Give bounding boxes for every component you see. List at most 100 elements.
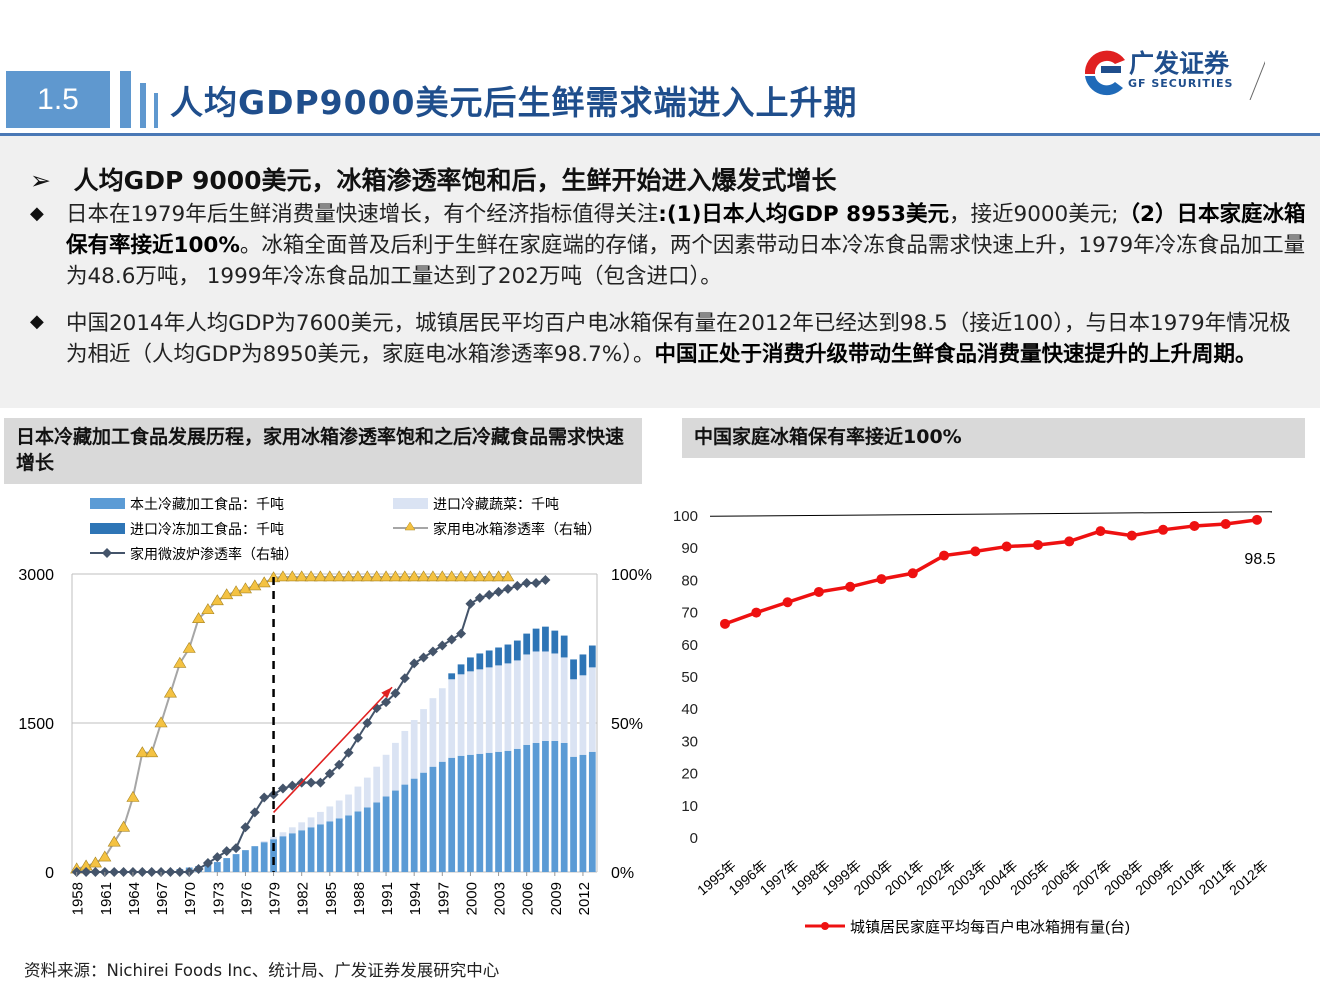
bar-domestic (420, 772, 427, 872)
point-microwave (512, 580, 523, 591)
bar-imported-frozen (467, 657, 474, 672)
point-microwave (409, 658, 420, 669)
point-fridge (454, 570, 468, 582)
bar-domestic (401, 784, 409, 872)
end-value-label: 98.5 (1244, 551, 1275, 568)
point-microwave (146, 867, 157, 877)
point-microwave (465, 598, 476, 609)
bar-imported-frozen (588, 645, 596, 668)
bar-domestic (532, 742, 540, 872)
bar-imported-frozen (532, 628, 540, 652)
point-microwave (493, 586, 504, 597)
bar-domestic (326, 821, 334, 872)
point-microwave (259, 792, 270, 803)
slide-title: 人均GDP9000美元后生鲜需求端进入上升期 (170, 83, 858, 122)
point-microwave (212, 852, 223, 863)
bar-imported-veg (317, 811, 324, 825)
headline-text: 人均GDP 9000美元，冰箱渗透率饱和后，生鲜开始进入爆发式增长 (73, 166, 837, 195)
reference-line-100 (709, 511, 1273, 517)
point-fridge (332, 570, 346, 582)
bar-domestic (504, 750, 512, 872)
section-number-badge: 1.5 (6, 71, 110, 128)
y-right-tick-label: 100% (611, 567, 652, 584)
bar-imported-veg (307, 817, 315, 828)
left-panel-title: 日本冷藏加工食品发展历程，家用冰箱渗透率饱和之后冷藏食品需求快速增长 (4, 418, 642, 484)
x-tick-label: 2000 (463, 882, 480, 915)
bar-domestic (485, 752, 493, 872)
bar-imported-veg (448, 679, 456, 758)
point-microwave (277, 783, 288, 794)
legend-label-imported-frozen: 进口冷冻加工食品：千吨 (130, 521, 284, 537)
bar-imported-veg (467, 671, 474, 755)
point-fridge (417, 570, 431, 582)
bar-domestic (579, 754, 587, 872)
x-tick-label: 2003 (492, 882, 509, 915)
bar-imported-frozen (579, 654, 587, 676)
trend-arrow-head (381, 687, 393, 699)
x-tick-label: 1973 (210, 882, 227, 915)
x-tick-label: 1967 (154, 882, 171, 915)
bar-imported-veg (542, 651, 549, 741)
bar-imported-veg (513, 660, 521, 749)
x-tick-label: 1982 (295, 882, 312, 915)
bar-imported-veg (392, 742, 399, 791)
company-logo (1084, 50, 1265, 100)
y-tick-label: 70 (681, 605, 698, 622)
point-china-fridge (1126, 530, 1137, 541)
x-tick-label: 1988 (351, 882, 368, 915)
point-microwave (371, 703, 382, 714)
bar-imported-veg (570, 679, 577, 757)
point-microwave (81, 867, 92, 877)
bar-imported-veg (363, 777, 371, 808)
bar-domestic (298, 830, 306, 872)
bar-domestic (560, 742, 568, 872)
point-fridge (445, 570, 459, 582)
y-tick-label: 20 (681, 766, 698, 783)
bar-imported-veg (354, 786, 362, 812)
bar-imported-veg (326, 806, 334, 822)
bar-imported-veg (551, 653, 559, 741)
point-fridge (238, 582, 252, 594)
point-microwave (437, 640, 448, 651)
x-tick-label: 1991 (379, 882, 396, 915)
bar-domestic (392, 790, 399, 872)
point-fridge (463, 570, 477, 582)
point-fridge (426, 570, 440, 582)
point-microwave (137, 867, 148, 877)
title-rule (0, 133, 1320, 136)
y-tick-label: 10 (681, 798, 698, 815)
point-china-fridge (1064, 536, 1075, 547)
bar-imported-frozen (551, 630, 559, 654)
bar-domestic (363, 807, 371, 872)
point-china-fridge (1158, 524, 1169, 535)
bar-imported-frozen (457, 664, 465, 675)
point-fridge (145, 746, 159, 758)
point-fridge (107, 835, 121, 847)
bar-imported-veg (438, 688, 446, 762)
title-deco-bar-2 (140, 83, 146, 128)
point-fridge (154, 716, 168, 728)
bar-imported-frozen (485, 650, 493, 668)
point-microwave (521, 577, 532, 588)
y-tick-label: 80 (681, 572, 698, 589)
logo-text-en: GF SECURITIES (1128, 77, 1234, 90)
bar-domestic (588, 751, 596, 872)
point-fridge (379, 570, 393, 582)
point-microwave (118, 867, 129, 877)
china-chart: 01020304050607080901001995年1996年1997年199… (673, 508, 1276, 936)
bar-imported-veg (495, 665, 502, 752)
point-microwave (381, 697, 392, 708)
x-tick-label: 2012 (576, 882, 593, 915)
bar-domestic (354, 811, 362, 872)
bar-domestic (260, 842, 268, 872)
bar-domestic (251, 846, 259, 872)
bar-imported-veg (288, 827, 296, 834)
bar-imported-veg (429, 698, 437, 767)
point-microwave (334, 759, 345, 770)
point-fridge (295, 570, 309, 582)
title-deco-bar-1 (120, 71, 131, 128)
point-microwave (287, 780, 298, 791)
y-tick-label: 100 (673, 508, 698, 525)
bar-domestic (570, 756, 577, 872)
line-china-fridge (724, 518, 1258, 626)
